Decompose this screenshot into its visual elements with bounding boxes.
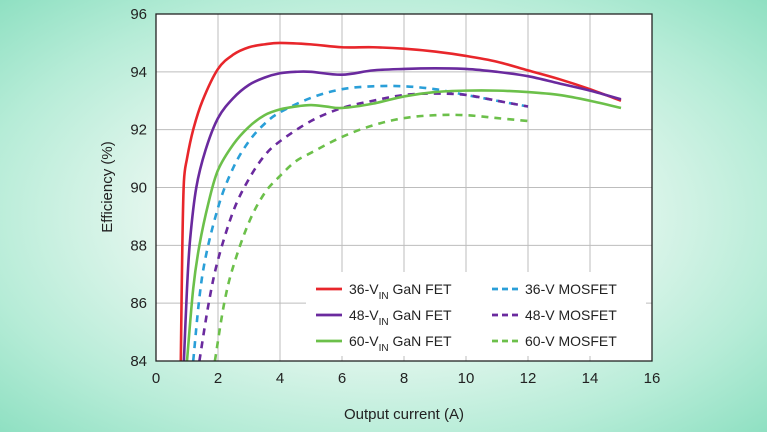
series-line-36-v-in-gan-fet	[179, 41, 622, 362]
legend-label-rest: GaN FET	[389, 307, 452, 323]
x-axis-title: Output current (A)	[344, 406, 464, 423]
legend-label-subscript: IN	[379, 317, 389, 328]
y-tick-label: 86	[130, 295, 147, 312]
legend-label-main: 36-V	[349, 281, 379, 297]
series-line-48-v-in-gan-fet	[182, 67, 622, 362]
legend-label: 60-VIN GaN FET	[349, 333, 452, 354]
x-tick-label: 4	[276, 370, 284, 387]
legend-label-main: 48-V	[349, 307, 379, 323]
y-tick-label: 94	[130, 64, 147, 81]
legend-label: 36-VIN GaN FET	[349, 281, 452, 302]
legend-label-main: 60-V	[349, 333, 379, 349]
legend-label: 36-V MOSFET	[525, 281, 617, 297]
x-tick-label: 12	[520, 370, 537, 387]
series-line-60-v-mosfet	[213, 113, 529, 362]
y-tick-label: 92	[130, 122, 147, 139]
y-tick-label: 90	[130, 180, 147, 197]
legend-label: 48-V MOSFET	[525, 307, 617, 323]
y-tick-label: 84	[130, 353, 147, 370]
legend-label-subscript: IN	[379, 291, 389, 302]
axis-ticks: 0 2 4 6 8 10 12 14 16 84 86 88 90 92 94 96	[130, 6, 660, 387]
series-line-60-v-in-gan-fet	[185, 89, 622, 362]
legend-label-main: 48-V MOSFET	[525, 307, 617, 323]
x-tick-label: 8	[400, 370, 408, 387]
legend-box	[306, 272, 646, 356]
series-line-36-v-mosfet	[191, 84, 529, 362]
x-tick-label: 2	[214, 370, 222, 387]
y-tick-label: 88	[130, 237, 147, 254]
y-tick-label: 96	[130, 6, 147, 23]
legend-label-main: 36-V MOSFET	[525, 281, 617, 297]
x-tick-label: 10	[458, 370, 475, 387]
series-lines	[179, 41, 622, 362]
legend-label-main: 60-V MOSFET	[525, 333, 617, 349]
legend-label-rest: GaN FET	[389, 281, 452, 297]
x-tick-label: 16	[644, 370, 661, 387]
y-axis-title: Efficiency (%)	[99, 141, 116, 232]
legend-label-subscript: IN	[379, 343, 389, 354]
plot-border	[155, 13, 653, 362]
x-tick-label: 14	[582, 370, 599, 387]
legend-label-rest: GaN FET	[389, 333, 452, 349]
series-line-48-v-mosfet	[198, 92, 529, 362]
grid-lines	[156, 14, 652, 361]
legend-label: 60-V MOSFET	[525, 333, 617, 349]
x-tick-label: 6	[338, 370, 346, 387]
legend-label: 48-VIN GaN FET	[349, 307, 452, 328]
x-tick-label: 0	[152, 370, 160, 387]
